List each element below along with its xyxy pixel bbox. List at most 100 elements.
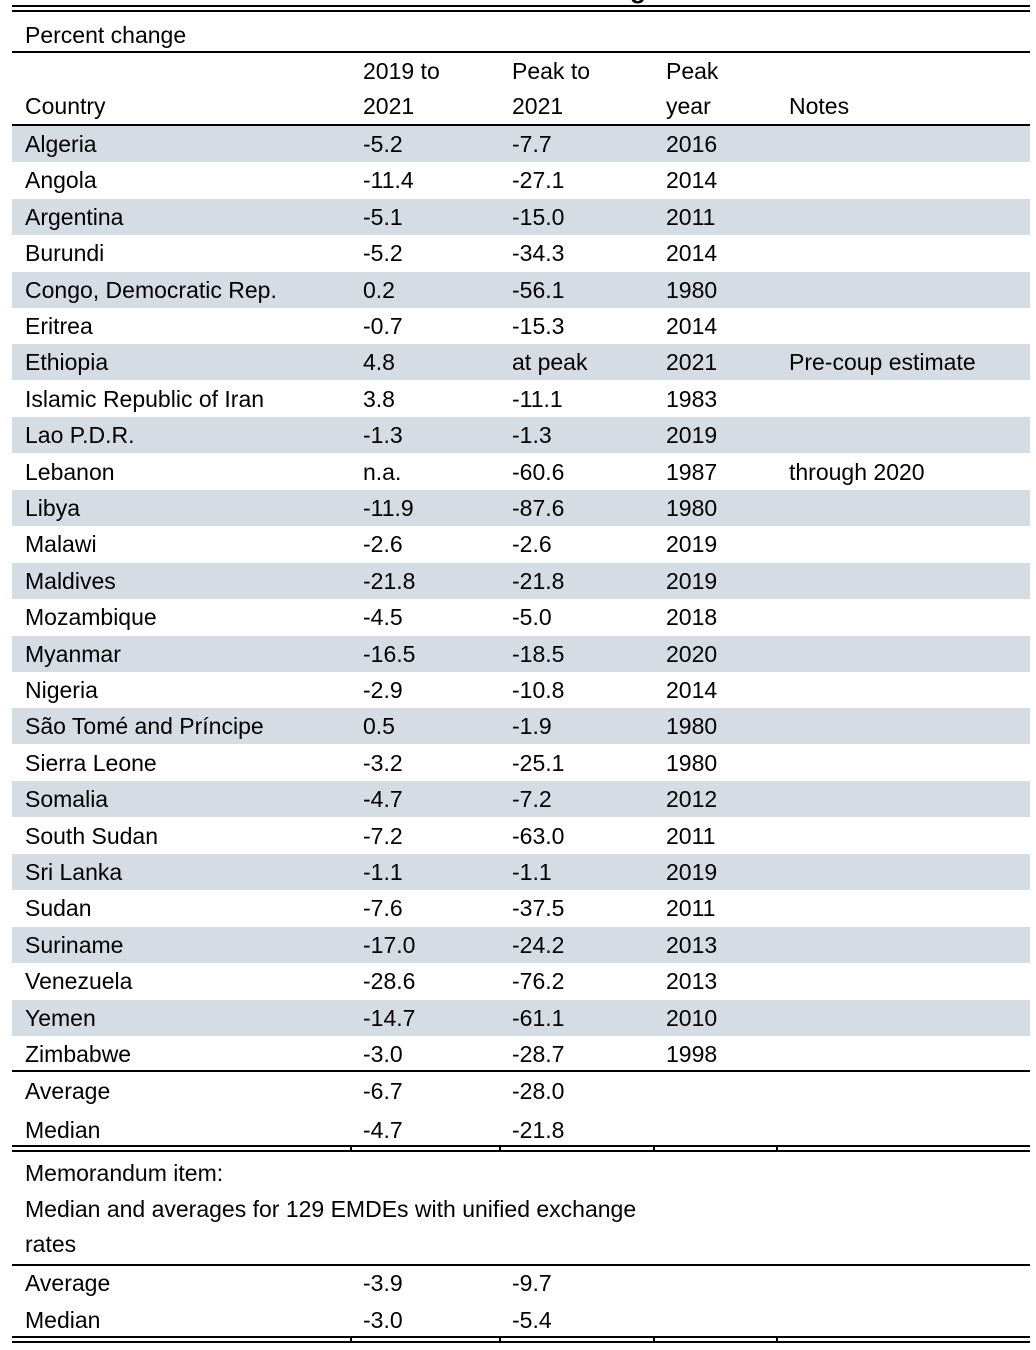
peak-year-cell: 2014 <box>666 167 718 194</box>
average-peak-value: -28.0 <box>512 1078 565 1104</box>
change-peak-cell: -87.6 <box>512 495 565 521</box>
change-peak-cell: -15.0 <box>512 203 565 230</box>
change-2019-cell: -3.2 <box>363 749 403 776</box>
column-tick <box>499 1145 501 1151</box>
change-peak-cell: -60.6 <box>512 458 565 485</box>
table-row: Algeria -5.2 -7.7 2016 <box>12 126 1030 162</box>
table-row: Libya -11.9 -87.6 1980 <box>12 490 1030 526</box>
change-peak-cell: -5.0 <box>512 604 552 631</box>
change-peak-cell: -11.1 <box>512 385 563 412</box>
table-row: Somalia -4.7 -7.2 2012 <box>12 781 1030 818</box>
change-2019-cell: -5.1 <box>363 203 403 230</box>
header-rule <box>12 124 1030 126</box>
memo-title: Memorandum item: <box>25 1160 224 1186</box>
change-peak-cell: -10.8 <box>512 677 565 703</box>
change-peak-cell: -15.3 <box>512 313 565 339</box>
country-cell: Somalia <box>25 786 109 813</box>
change-2019-cell: -7.6 <box>363 895 403 922</box>
country-cell: Angola <box>25 167 97 194</box>
table-row: Maldives -21.8 -21.8 2019 <box>12 562 1030 599</box>
country-cell: Eritrea <box>25 313 93 339</box>
peak-year-cell: 2014 <box>666 313 718 339</box>
cropped-title: g <box>0 0 1036 12</box>
table-subtitle: Percent change <box>25 22 187 48</box>
change-2019-cell: -5.2 <box>363 131 403 157</box>
change-2019-cell: -4.7 <box>363 786 403 813</box>
change-peak-cell: -21.8 <box>512 567 565 594</box>
change-peak-cell: -1.9 <box>512 713 552 740</box>
header-2019-line2: 2021 <box>363 93 415 119</box>
header-year-line1: Peak <box>666 58 719 84</box>
country-cell: Sri Lanka <box>25 859 123 885</box>
change-peak-cell: -28.7 <box>512 1041 565 1067</box>
country-cell: Argentina <box>25 203 124 230</box>
change-peak-cell: -2.6 <box>512 531 552 558</box>
change-2019-cell: -0.7 <box>363 313 403 339</box>
summary-rule-2 <box>12 1150 1030 1152</box>
memo-median-peak-value: -5.4 <box>512 1307 552 1333</box>
table-row: Lao P.D.R. -1.3 -1.3 2019 <box>12 417 1030 454</box>
peak-year-cell: 2019 <box>666 859 718 885</box>
change-peak-cell: -27.1 <box>512 167 565 194</box>
peak-year-cell: 1983 <box>666 385 718 412</box>
column-tick <box>653 1145 655 1151</box>
change-peak-cell: -34.3 <box>512 240 565 267</box>
table-row: Nigeria -2.9 -10.8 2014 <box>12 672 1030 708</box>
bottom-rule-2 <box>12 1341 1030 1343</box>
change-peak-cell: -25.1 <box>512 749 565 776</box>
change-2019-cell: -2.9 <box>363 677 403 703</box>
country-cell: Ethiopia <box>25 349 109 376</box>
peak-year-cell: 2013 <box>666 931 718 958</box>
table-row: Sierra Leone -3.2 -25.1 1980 <box>12 745 1030 781</box>
change-peak-cell: -1.1 <box>512 859 552 885</box>
change-peak-cell: -63.0 <box>512 822 565 849</box>
change-peak-cell: -24.2 <box>512 931 565 958</box>
table-row: Suriname -17.0 -24.2 2013 <box>12 926 1030 963</box>
column-tick <box>499 1336 501 1342</box>
peak-year-cell: 2019 <box>666 531 718 558</box>
country-cell: Mozambique <box>25 604 157 631</box>
peak-year-cell: 2012 <box>666 786 718 813</box>
header-peak-line1: Peak to <box>512 58 590 84</box>
change-2019-cell: -2.6 <box>363 531 403 558</box>
change-peak-cell: -56.1 <box>512 276 565 303</box>
change-2019-cell: -5.2 <box>363 240 403 267</box>
notes-cell: through 2020 <box>789 458 925 485</box>
country-cell: Zimbabwe <box>25 1041 132 1067</box>
memo-average-peak-value: -9.7 <box>512 1270 552 1296</box>
peak-year-cell: 2020 <box>666 640 718 667</box>
peak-year-cell: 1980 <box>666 495 718 521</box>
change-peak-cell: -18.5 <box>512 640 565 667</box>
change-2019-cell: n.a. <box>363 458 402 485</box>
country-cell: Algeria <box>25 131 97 157</box>
change-2019-cell: -11.4 <box>363 167 414 194</box>
top-rule <box>12 5 1030 7</box>
table-row: South Sudan -7.2 -63.0 2011 <box>12 818 1030 854</box>
change-2019-cell: 3.8 <box>363 385 395 412</box>
change-peak-cell: -7.2 <box>512 786 552 813</box>
average-2019-value: -6.7 <box>363 1078 403 1104</box>
summary-rule <box>12 1145 1030 1147</box>
change-2019-cell: 0.2 <box>363 276 395 303</box>
memo-average-label: Average <box>25 1270 111 1296</box>
table-row: Burundi -5.2 -34.3 2014 <box>12 235 1030 271</box>
table-row: Sri Lanka -1.1 -1.1 2019 <box>12 854 1030 890</box>
table-row: Argentina -5.1 -15.0 2011 <box>12 198 1030 235</box>
peak-year-cell: 2019 <box>666 422 718 449</box>
peak-year-cell: 2011 <box>666 203 716 230</box>
average-label: Average <box>25 1078 111 1104</box>
change-2019-cell: 4.8 <box>363 349 395 376</box>
peak-year-cell: 2021 <box>666 349 718 376</box>
subtitle-rule <box>12 51 1030 53</box>
peak-year-cell: 1980 <box>666 713 718 740</box>
body-end-rule <box>12 1070 1030 1072</box>
memo-median-2019-value: -3.0 <box>363 1307 403 1333</box>
change-2019-cell: -17.0 <box>363 931 416 958</box>
column-tick <box>653 1336 655 1342</box>
change-2019-cell: -11.9 <box>363 495 414 521</box>
country-cell: Suriname <box>25 931 124 958</box>
table-row: Lebanon n.a. -60.6 1987 through 2020 <box>12 454 1030 490</box>
median-2019-value: -4.7 <box>363 1117 403 1143</box>
peak-year-cell: 1980 <box>666 276 718 303</box>
change-2019-cell: -4.5 <box>363 604 403 631</box>
